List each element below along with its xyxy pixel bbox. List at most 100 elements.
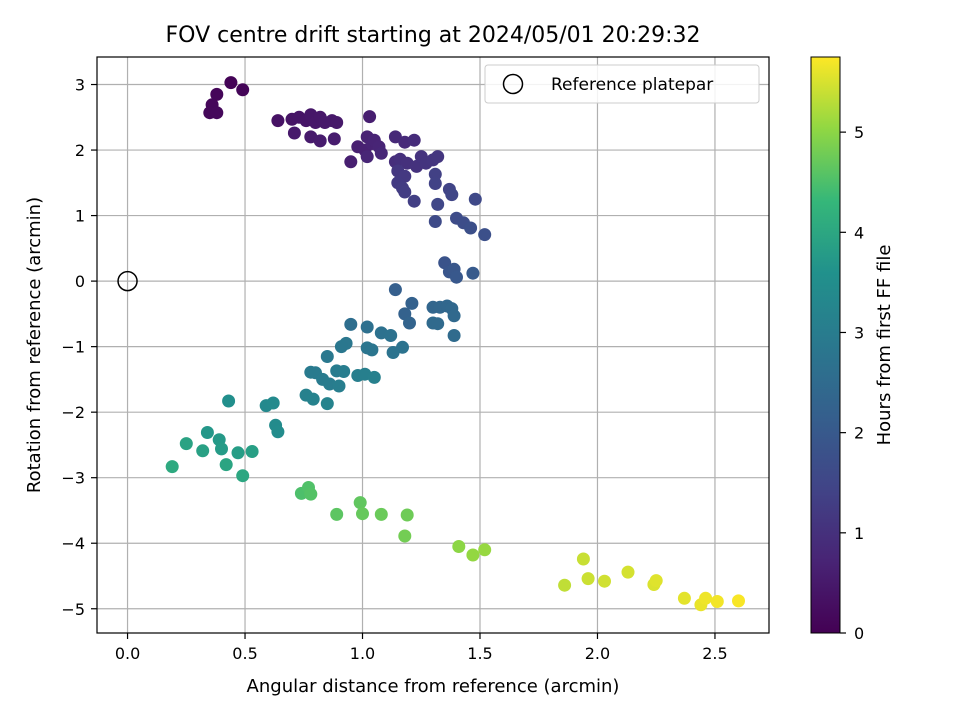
drift-point [266,396,280,410]
drift-point [405,296,419,310]
drift-point [236,83,250,97]
drift-point [271,425,285,439]
drift-point [384,329,398,342]
legend-marker [502,73,524,95]
drift-point [360,320,374,334]
chart-title: FOV centre drift starting at 2024/05/01 … [166,23,701,48]
y-tick-label: −1 [61,338,85,357]
drift-point [374,146,388,160]
drift-point [215,442,228,456]
drift-point [306,392,320,406]
drift-point [464,221,478,235]
drift-point [598,574,611,588]
drift-point [428,177,442,190]
drift-point [365,343,379,357]
drift-point [313,134,327,148]
drift-point [231,446,245,460]
drift-point [287,126,301,140]
drift-point [452,540,466,553]
colorbar-label: Hours from first FF file [874,245,895,446]
drift-point [271,114,285,128]
colorbar-tick-label: 5 [854,123,864,142]
drift-point [466,266,480,280]
x-tick-label: 0.0 [115,644,140,663]
drift-point [367,370,381,384]
drift-point [332,379,346,393]
x-tick-label: 1.5 [467,644,492,663]
drift-point [398,185,412,199]
drift-point [478,543,492,557]
x-tick-label: 1.0 [350,644,375,663]
x-tick-label: 2.5 [702,644,727,663]
y-tick-label: −4 [61,534,85,553]
drift-point [200,426,214,439]
x-tick-label: 2.0 [585,644,610,663]
drift-point [245,445,259,458]
y-tick-label: −5 [61,600,85,619]
reference-platepar-marker [117,270,138,292]
grid-lines [97,57,769,633]
drift-point [431,317,445,331]
drift-point [428,215,442,228]
y-tick-label: 0 [75,272,85,291]
drift-point [428,167,442,181]
drift-point [403,316,416,330]
drift-point [466,548,480,562]
drift-point [179,437,193,451]
drift-point [363,110,377,124]
data-points [165,76,745,612]
colorbar-ticks: 0 1 2 3 4 5 [840,123,864,643]
reference-layer [117,270,138,292]
legend: Reference platepar [484,64,760,104]
drift-point [236,469,250,483]
drift-point [699,591,713,605]
x-axis-label: Angular distance from reference (arcmin) [247,676,620,697]
drift-point [334,340,348,354]
drift-point [165,460,179,474]
drift-point [210,87,224,101]
legend-box [484,64,760,104]
drift-point [353,496,367,510]
legend-label-reference-platepar: Reference platepar [551,75,713,95]
drift-point [337,365,351,378]
y-axis-ticks: 3 2 1 0 −1 −2 −3 −4 −5 [61,76,97,619]
drift-point [320,397,334,411]
drift-point [732,594,745,608]
y-tick-label: −2 [61,403,85,422]
drift-point [400,508,414,522]
drift-point [677,591,691,605]
drift-point [710,595,724,608]
drift-point [576,552,590,566]
colorbar-tick-label: 4 [854,223,864,242]
drift-point [356,507,369,521]
drift-point [407,133,421,147]
drift-point [210,106,224,120]
y-tick-label: 3 [75,76,85,95]
colorbar-tick-label: 3 [854,323,864,342]
drift-point [621,565,635,579]
drift-point [581,572,595,586]
drift-point [478,228,492,242]
drift-point [407,194,421,208]
drift-point [222,394,236,408]
drift-point [398,529,412,543]
drift-point [344,155,358,169]
drift-point [386,346,400,359]
drift-point [431,197,445,211]
y-tick-label: 1 [75,207,85,226]
drift-point [649,574,663,588]
drift-point [445,188,459,202]
drift-point [320,350,334,363]
drift-point [374,507,388,521]
drift-point [344,317,358,331]
drift-point [219,458,233,472]
drift-point [388,283,402,297]
x-axis-ticks: 0.0 0.5 1.0 1.5 2.0 2.5 [115,633,728,663]
drift-point [327,132,341,146]
y-tick-label: 2 [75,141,85,160]
colorbar: 0 1 2 3 4 5 Hours from first FF file [810,56,895,643]
drift-point [360,150,374,164]
drift-point [468,192,482,206]
x-tick-label: 0.5 [232,644,257,663]
